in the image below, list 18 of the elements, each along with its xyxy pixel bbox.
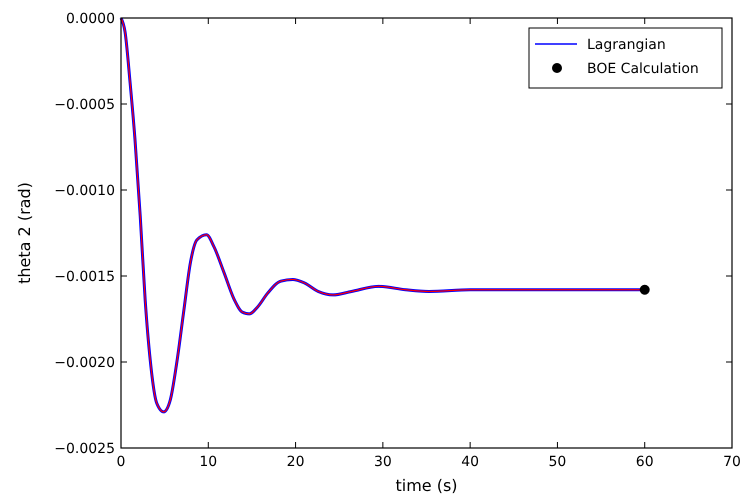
y-tick-label: −0.0010 [54, 183, 115, 199]
y-tick-label: −0.0020 [54, 355, 115, 371]
x-tick-label: 50 [548, 454, 566, 470]
x-tick-label: 60 [636, 454, 654, 470]
legend-label: Lagrangian [587, 37, 666, 53]
x-tick-label: 0 [116, 454, 126, 470]
x-tick-label: 70 [723, 454, 741, 470]
y-tick-label: 0.0000 [66, 11, 115, 27]
x-tick-label: 30 [374, 454, 392, 470]
x-tick-label: 10 [199, 454, 218, 470]
legend-label: BOE Calculation [587, 61, 699, 77]
y-tick-label: −0.0015 [54, 269, 115, 285]
y-tick-label: −0.0025 [54, 441, 115, 457]
x-axis-title: time (s) [395, 476, 458, 495]
x-tick-label: 20 [286, 454, 304, 470]
y-tick-label: −0.0005 [54, 97, 115, 113]
y-axis-title: theta 2 (rad) [15, 182, 34, 284]
x-tick-label: 40 [461, 454, 480, 470]
